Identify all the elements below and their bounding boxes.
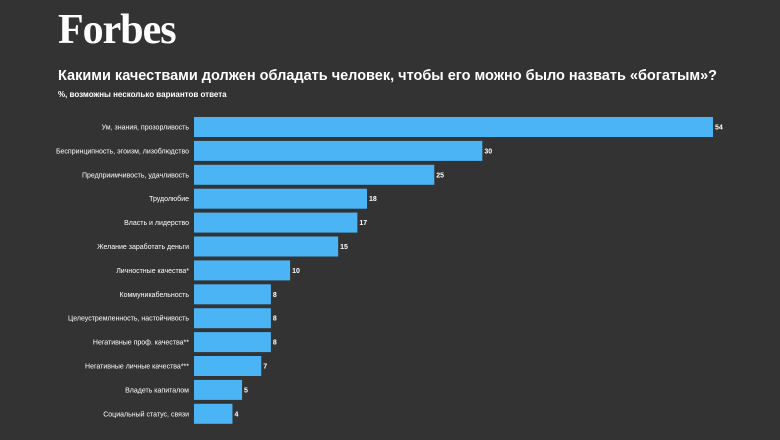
chart-subtitle: %, возможны несколько вариантов ответа bbox=[58, 90, 227, 99]
bar-6 bbox=[194, 236, 339, 257]
category-label-5: Власть и лидерство bbox=[124, 220, 189, 227]
forbes-logo: Forbes bbox=[58, 7, 177, 53]
value-label-6: 15 bbox=[340, 244, 348, 251]
bar-13 bbox=[194, 403, 233, 424]
value-label-8: 8 bbox=[273, 292, 277, 299]
bar-4 bbox=[194, 188, 367, 209]
value-label-1: 54 bbox=[715, 125, 723, 132]
category-label-3: Предприимчивость, удачливость bbox=[82, 172, 189, 179]
value-label-2: 30 bbox=[484, 148, 492, 155]
bar-1 bbox=[194, 117, 713, 137]
bar-10 bbox=[194, 332, 271, 353]
category-label-11: Негативные личные качества*** bbox=[85, 364, 189, 371]
chart-title: Какими качествами должен обладать челове… bbox=[58, 68, 718, 84]
value-label-9: 8 bbox=[273, 316, 277, 323]
category-label-13: Социальный статус, связи bbox=[103, 410, 189, 418]
category-label-7: Личностные качества* bbox=[116, 268, 189, 275]
category-label-2: Беспринципность, эгоизм, лизоблюдство bbox=[56, 147, 189, 155]
category-label-6: Желание заработать деньги bbox=[97, 243, 189, 251]
value-label-13: 4 bbox=[234, 411, 238, 418]
value-label-10: 8 bbox=[273, 340, 277, 347]
category-label-4: Трудолюбие bbox=[149, 195, 189, 203]
bar-2 bbox=[194, 140, 483, 161]
value-label-12: 5 bbox=[244, 387, 248, 394]
value-label-3: 25 bbox=[436, 172, 444, 179]
bar-8 bbox=[194, 284, 271, 305]
category-label-12: Владеть капиталом bbox=[125, 387, 189, 394]
category-label-8: Коммуникабельность bbox=[120, 291, 190, 299]
category-label-1: Ум, знания, прозорливость bbox=[102, 125, 190, 132]
category-label-9: Целеустремленность, настойчивость bbox=[68, 315, 189, 323]
category-label-10: Негативные проф. качества** bbox=[93, 340, 189, 347]
value-label-11: 7 bbox=[263, 364, 267, 371]
value-label-7: 10 bbox=[292, 268, 300, 275]
bar-12 bbox=[194, 379, 243, 400]
bar-9 bbox=[194, 308, 271, 329]
value-label-4: 18 bbox=[369, 196, 377, 203]
value-label-5: 17 bbox=[359, 220, 367, 227]
bar-3 bbox=[194, 164, 435, 185]
bar-11 bbox=[194, 356, 262, 376]
bar-5 bbox=[194, 212, 358, 233]
bar-7 bbox=[194, 260, 291, 281]
